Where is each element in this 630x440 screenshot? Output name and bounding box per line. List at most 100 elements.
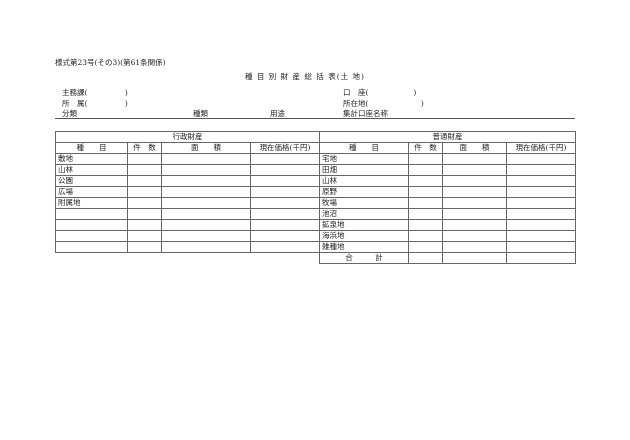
table-row: 原野 — [319, 186, 576, 198]
gyosei-table: 行政財産 種 目 件 数 面 積 現在価格(千円) 敷地 山林 公園 広場 附属地 — [55, 131, 320, 253]
row-label: 海浜地 — [319, 230, 409, 242]
cell — [408, 230, 443, 242]
document-title: 種 目 別 財 産 総 括 表(土 地) — [245, 72, 365, 81]
table-row — [55, 208, 320, 220]
row-label: 附属地 — [55, 197, 128, 209]
table-row: 海浜地 — [319, 230, 576, 242]
field-shukei-koza: 集計口座名称 — [343, 109, 388, 118]
row-label: 池沼 — [319, 208, 409, 220]
table-row: 雑種地 — [319, 241, 576, 253]
row-label: 山林 — [55, 164, 128, 176]
cell — [408, 208, 443, 220]
table-row — [55, 241, 320, 253]
total-row: 合 計 — [319, 252, 576, 264]
table-row: 牧場 — [319, 197, 576, 209]
row-label: 山林 — [319, 175, 409, 187]
cell — [506, 175, 576, 187]
field-shumuka: 主務課( ) — [62, 88, 128, 97]
field-shozoku: 所 属( ) — [62, 99, 128, 108]
cell — [250, 164, 320, 176]
col-kensu: 件 数 — [127, 142, 162, 154]
cell — [250, 219, 320, 231]
cell — [161, 230, 251, 242]
total-label: 合 計 — [319, 252, 409, 264]
field-shozaichi: 所在地( ) — [343, 99, 424, 108]
row-label — [55, 219, 128, 231]
table-row: 山林 — [319, 175, 576, 187]
cell — [442, 197, 507, 209]
cell — [161, 164, 251, 176]
col-menseki: 面 積 — [161, 142, 251, 154]
cell — [250, 186, 320, 198]
table-row: 山林 — [55, 164, 320, 176]
label-shurui: 種類 — [193, 109, 208, 118]
cell — [408, 241, 443, 253]
cell — [506, 219, 576, 231]
cell — [127, 153, 162, 165]
cell — [506, 208, 576, 220]
cell — [442, 153, 507, 165]
cell — [127, 175, 162, 187]
table-row: 附属地 — [55, 197, 320, 209]
cell — [250, 208, 320, 220]
cell — [442, 241, 507, 253]
label-bunrui: 分類 — [62, 109, 77, 118]
table-row: 池沼 — [319, 208, 576, 220]
row-label: 田畑 — [319, 164, 409, 176]
cell — [442, 186, 507, 198]
cell — [127, 186, 162, 198]
cell — [250, 230, 320, 242]
cell — [408, 252, 443, 264]
row-label: 宅地 — [319, 153, 409, 165]
cell — [161, 208, 251, 220]
cell — [161, 175, 251, 187]
futsu-table: 普通財産 種 目 件 数 面 積 現在価格(千円) 宅地 田畑 山林 原野 牧場 池沼 鉱泉… — [319, 131, 576, 264]
cell — [127, 230, 162, 242]
cell — [250, 175, 320, 187]
cell — [127, 197, 162, 209]
form-number: 様式第23号(その3)(第61条関係) — [55, 58, 166, 67]
cell — [161, 197, 251, 209]
cell — [127, 219, 162, 231]
row-label — [55, 208, 128, 220]
row-label: 鉱泉地 — [319, 219, 409, 231]
col-kensu: 件 数 — [408, 142, 443, 154]
table-row: 敷地 — [55, 153, 320, 165]
cell — [408, 186, 443, 198]
cell — [250, 197, 320, 209]
futsu-heading: 普通財産 — [319, 131, 576, 143]
cell — [506, 164, 576, 176]
row-label: 公園 — [55, 175, 128, 187]
cell — [442, 208, 507, 220]
cell — [506, 197, 576, 209]
cell — [408, 175, 443, 187]
row-label: 広場 — [55, 186, 128, 198]
cell — [408, 164, 443, 176]
table-row: 広場 — [55, 186, 320, 198]
cell — [161, 153, 251, 165]
col-shumoku: 種 目 — [55, 142, 128, 154]
table-row — [55, 219, 320, 231]
cell — [127, 241, 162, 253]
col-menseki: 面 積 — [442, 142, 507, 154]
row-label: 雑種地 — [319, 241, 409, 253]
gyosei-heading: 行政財産 — [55, 131, 320, 143]
cell — [161, 186, 251, 198]
cell — [250, 153, 320, 165]
cell — [442, 175, 507, 187]
table-row: 宅地 — [319, 153, 576, 165]
field-koza: 口 座( ) — [343, 88, 417, 97]
cell — [506, 186, 576, 198]
cell — [127, 208, 162, 220]
cell — [506, 153, 576, 165]
cell — [442, 230, 507, 242]
header-rule — [55, 118, 575, 119]
table-row: 田畑 — [319, 164, 576, 176]
row-label — [55, 241, 128, 253]
col-kakaku: 現在価格(千円) — [506, 142, 576, 154]
cell — [408, 219, 443, 231]
row-label: 原野 — [319, 186, 409, 198]
row-label: 牧場 — [319, 197, 409, 209]
cell — [442, 252, 507, 264]
